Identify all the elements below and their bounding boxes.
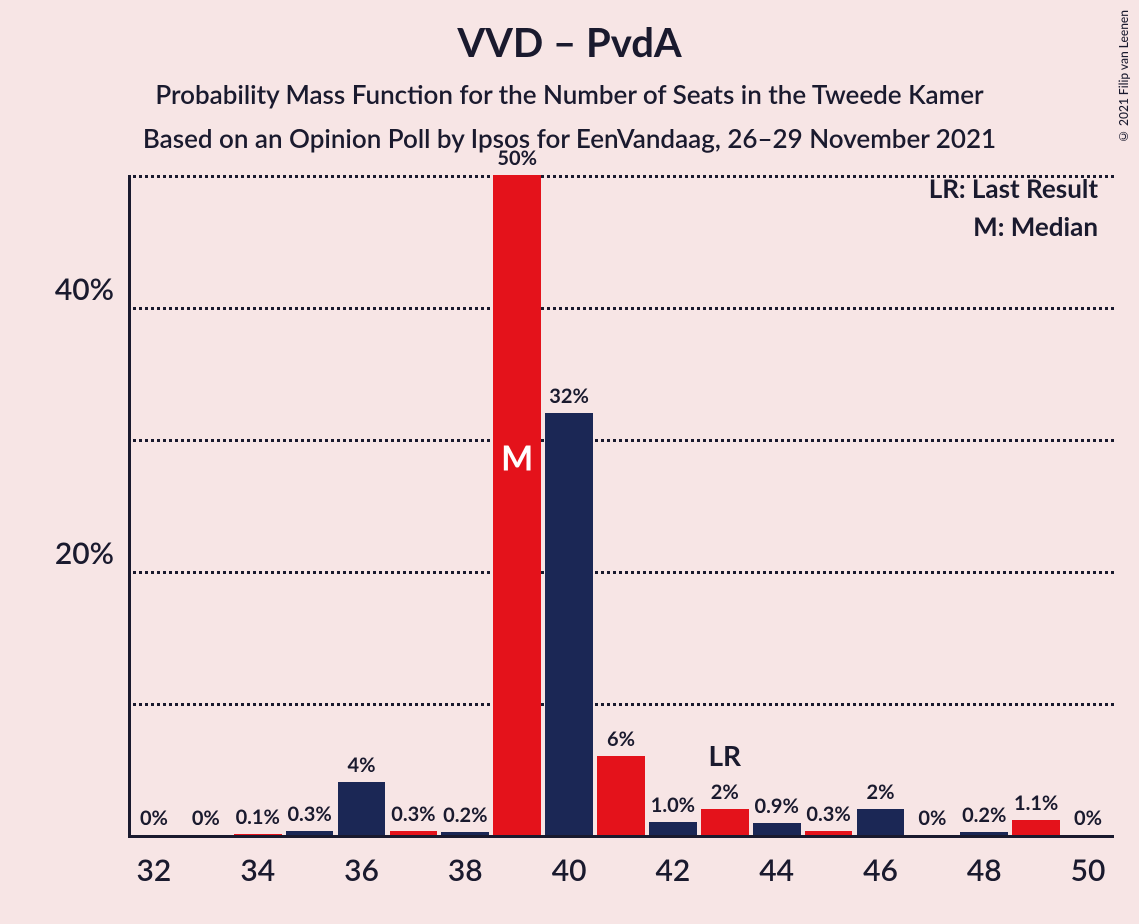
grid-line xyxy=(128,571,1114,574)
y-tick-label: 20% xyxy=(14,535,114,571)
bar-label: 32% xyxy=(549,384,589,408)
x-axis xyxy=(128,835,1114,838)
x-tick-label: 38 xyxy=(448,852,483,888)
x-tick-label: 32 xyxy=(137,852,172,888)
bar xyxy=(338,782,386,835)
bar xyxy=(1012,820,1060,835)
copyright-text: © 2021 Filip van Leenen xyxy=(1116,10,1131,144)
chart-subtitle-1: Probability Mass Function for the Number… xyxy=(0,78,1139,110)
bar-label: 6% xyxy=(607,727,635,751)
bar-label: 0.3% xyxy=(806,802,850,826)
bar xyxy=(857,809,905,835)
bar xyxy=(753,823,801,835)
chart-title: VVD – PvdA xyxy=(0,18,1139,66)
bar xyxy=(597,756,645,835)
bar-label: 0.1% xyxy=(236,805,280,829)
chart-subtitle-2: Based on an Opinion Poll by Ipsos for Ee… xyxy=(0,122,1139,154)
grid-line xyxy=(128,307,1114,310)
bar xyxy=(545,413,593,835)
y-tick-label: 40% xyxy=(14,271,114,307)
bar-label: 0.9% xyxy=(755,794,799,818)
plot-area: LR: Last Result M: Median 20%40%32343638… xyxy=(128,178,1114,838)
x-tick-label: 46 xyxy=(863,852,898,888)
bar-label: 0.2% xyxy=(962,803,1006,827)
x-tick-label: 48 xyxy=(967,852,1002,888)
bar xyxy=(493,175,541,835)
legend-m: M: Median xyxy=(973,210,1098,242)
bar xyxy=(649,822,697,835)
bar-label: 0% xyxy=(140,806,168,830)
bar-label: 2% xyxy=(866,780,894,804)
bar xyxy=(701,809,749,835)
x-tick-label: 36 xyxy=(344,852,379,888)
grid-line xyxy=(128,703,1114,706)
chart-container: VVD – PvdA Probability Mass Function for… xyxy=(0,0,1139,924)
x-tick-label: 42 xyxy=(655,852,690,888)
bar-label: 0.2% xyxy=(443,803,487,827)
bar-label: 0% xyxy=(192,806,220,830)
bar xyxy=(960,832,1008,835)
y-axis xyxy=(128,178,131,838)
bar-label: 1.1% xyxy=(1014,791,1058,815)
bar-label: 0.3% xyxy=(287,802,331,826)
bar-label: 4% xyxy=(348,753,376,777)
x-tick-label: 40 xyxy=(552,852,587,888)
bar-label: 2% xyxy=(711,780,739,804)
grid-line xyxy=(128,175,1114,178)
lr-marker: LR xyxy=(709,738,742,772)
bar-label: 0% xyxy=(1074,806,1102,830)
bar xyxy=(441,832,489,835)
bar xyxy=(390,831,438,835)
x-tick-label: 44 xyxy=(759,852,794,888)
bar-label: 0.3% xyxy=(391,802,435,826)
bar xyxy=(805,831,853,835)
x-tick-label: 34 xyxy=(240,852,275,888)
grid-line xyxy=(128,439,1114,442)
bar-label: 1.0% xyxy=(651,793,695,817)
bar xyxy=(234,834,282,835)
x-tick-label: 50 xyxy=(1071,852,1106,888)
bar-label: 50% xyxy=(497,146,537,170)
bar xyxy=(286,831,334,835)
median-marker: M xyxy=(501,437,533,478)
bar-label: 0% xyxy=(918,806,946,830)
